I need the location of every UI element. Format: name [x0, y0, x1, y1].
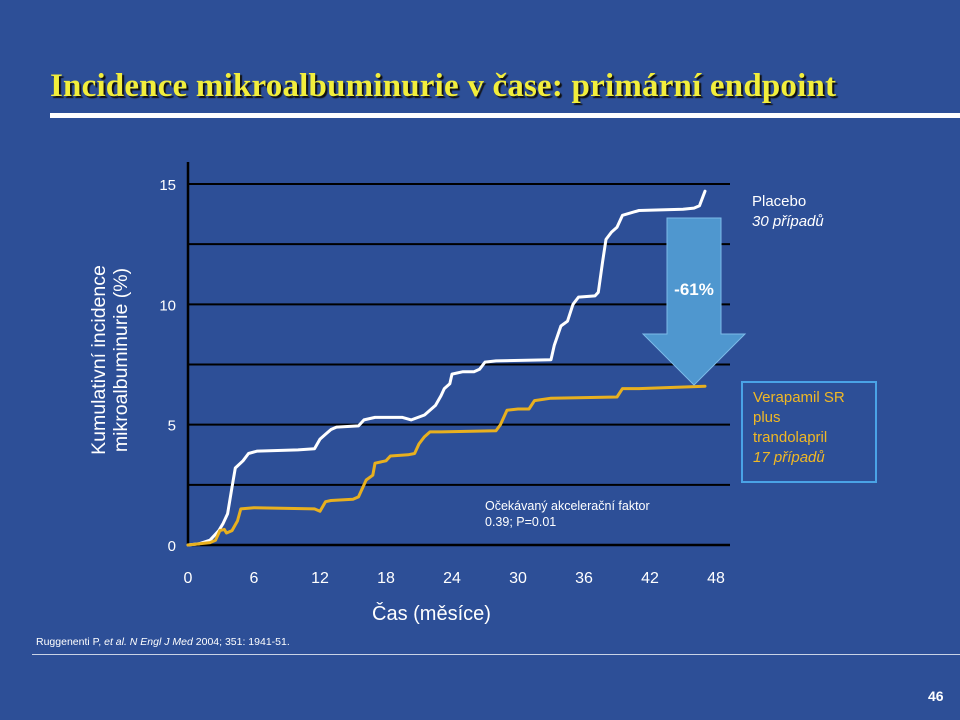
x-tick-label: 24: [443, 570, 461, 587]
annotation-line-1: Očekávaný akcelerační faktor: [485, 499, 650, 513]
x-axis-label: Čas (měsíce): [372, 603, 491, 625]
placebo-line: [186, 189, 707, 547]
y-tick-label: 0: [168, 538, 176, 555]
y-tick-label: 10: [159, 297, 176, 314]
citation: Ruggenenti P, et al. N Engl J Med 2004; …: [36, 636, 290, 648]
citation-authors: Ruggenenti P,: [36, 636, 105, 648]
grid-lines: [188, 183, 730, 486]
legend-verapamil-line-3: trandolapril: [753, 429, 828, 446]
citation-details: 2004; 351: 1941-51.: [192, 636, 290, 648]
legend-verapamil-line-1: Verapamil SR: [753, 389, 845, 406]
x-tick-label: 30: [509, 570, 527, 587]
legend-placebo-name: Placebo: [752, 193, 807, 210]
y-axis-label: Kumulativní incidence mikroalbuminurie (…: [88, 200, 132, 520]
legend-verapamil-line-2: plus: [753, 409, 781, 426]
verapamil-trandolapril-line: [186, 384, 707, 547]
y-tick-label: 5: [168, 418, 176, 435]
reduction-arrow: -61%: [641, 217, 747, 386]
series-lines: [186, 189, 707, 547]
x-tick-labels: 0 6 12 18 24 30 36 42 48: [184, 570, 725, 587]
footer-rule: [32, 654, 960, 655]
x-tick-label: 6: [250, 570, 259, 587]
legend-placebo: Placebo 30 případů: [752, 192, 824, 232]
legend-placebo-cases: 30 případů: [752, 213, 824, 230]
y-axis-label-line-2: mikroalbuminurie (%): [110, 267, 132, 453]
acceleration-factor-note: Očekávaný akcelerační faktor 0.39; P=0.0…: [485, 498, 650, 530]
chart-axes: [186, 162, 730, 547]
citation-journal: et al. N Engl J Med: [104, 636, 193, 648]
page-number: 46: [928, 688, 944, 704]
x-tick-label: 42: [641, 570, 659, 587]
reduction-label: -61%: [674, 280, 714, 299]
slide-title: Incidence mikroalbuminurie v čase: primá…: [50, 68, 837, 104]
annotation-line-2: 0.39; P=0.01: [485, 515, 557, 529]
legend-verapamil: Verapamil SR plus trandolapril 17 případ…: [741, 381, 877, 483]
x-tick-label: 48: [707, 570, 725, 587]
y-axis-label-line-1: Kumulativní incidence: [88, 265, 110, 455]
x-tick-label: 36: [575, 570, 593, 587]
legend-verapamil-cases: 17 případů: [753, 449, 825, 466]
x-tick-label: 12: [311, 570, 329, 587]
x-tick-label: 0: [184, 570, 193, 587]
x-tick-label: 18: [377, 570, 395, 587]
y-tick-label: 15: [159, 177, 176, 194]
y-tick-labels: 0 5 10 15: [159, 177, 176, 555]
reduction-arrow-shape: [641, 217, 747, 386]
title-underline: [50, 113, 960, 118]
